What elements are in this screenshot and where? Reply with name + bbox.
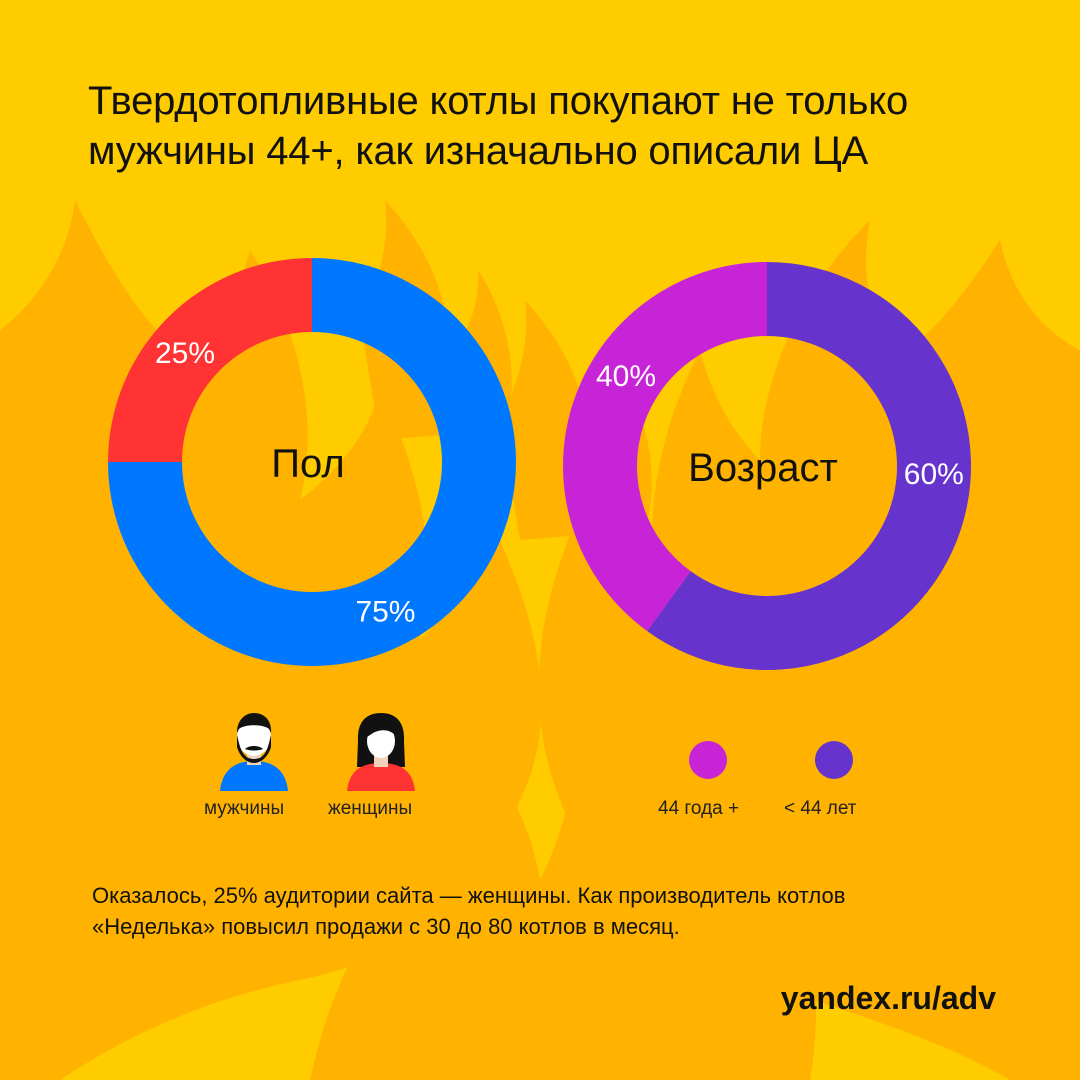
flame-shape-top-right bbox=[936, 440, 1080, 720]
center-label-age: Возраст bbox=[688, 446, 838, 490]
site-link[interactable]: yandex.ru/adv bbox=[780, 980, 996, 1016]
legend-under-44-label: < 44 лет bbox=[784, 798, 857, 819]
man-icon bbox=[220, 713, 288, 791]
slice-label-gender-0: 75% bbox=[355, 595, 415, 628]
legend-under-44-dot bbox=[815, 741, 853, 779]
slice-gender-0 bbox=[108, 258, 516, 666]
title-line-2: мужчины 44+, как изначально описали ЦА bbox=[88, 129, 868, 173]
legend-women-label: женщины bbox=[328, 798, 413, 819]
legend-men-label: мужчины bbox=[204, 798, 285, 819]
slice-age-0 bbox=[647, 262, 972, 670]
page-title: Твердотопливные котлы покупают не только… bbox=[88, 76, 1028, 176]
slice-age-1 bbox=[563, 262, 767, 632]
title-line-1: Твердотопливные котлы покупают не только bbox=[88, 79, 909, 123]
slice-label-age-1: 40% bbox=[596, 360, 656, 393]
flame-shape-center bbox=[310, 700, 817, 1080]
woman-icon bbox=[347, 713, 415, 791]
donut-chart-age: 60% 40% Возраст bbox=[563, 262, 972, 670]
slice-gender-1 bbox=[108, 258, 312, 462]
center-label-gender: Пол bbox=[271, 442, 344, 486]
flame-shape-top-left bbox=[0, 410, 154, 700]
legend-44-plus-label: 44 года + bbox=[658, 798, 740, 819]
legend-44-plus-dot bbox=[689, 741, 727, 779]
slice-label-gender-1: 25% bbox=[155, 337, 215, 370]
footnote-line-1: Оказалось, 25% аудитории сайта — женщины… bbox=[92, 883, 846, 908]
footnote: Оказалось, 25% аудитории сайта — женщины… bbox=[92, 880, 1022, 942]
donut-chart-gender: 75% 25% Пол bbox=[108, 258, 516, 666]
slice-label-age-0: 60% bbox=[904, 458, 964, 491]
footnote-line-2: «Неделька» повысил продажи с 30 до 80 ко… bbox=[92, 914, 680, 939]
